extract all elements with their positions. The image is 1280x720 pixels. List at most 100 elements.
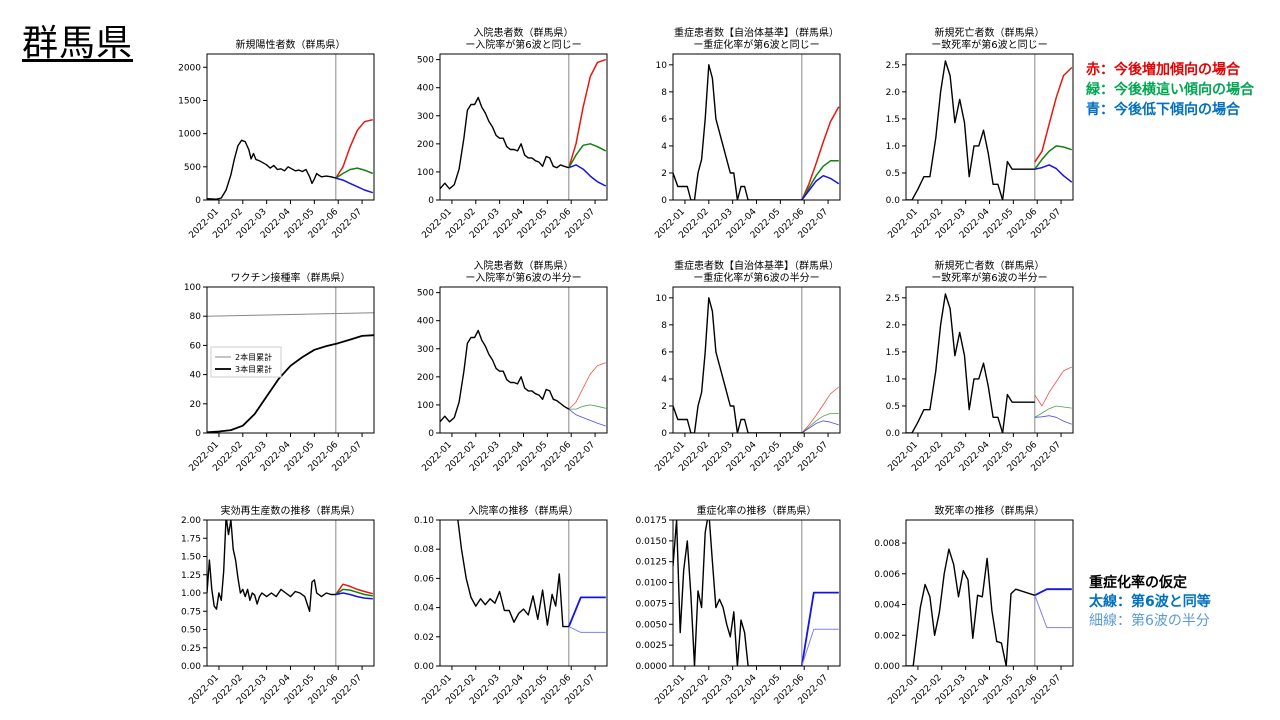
plot-area <box>673 287 840 433</box>
y-tick-label: 2.00 <box>181 516 201 526</box>
y-tick-label: 4 <box>661 142 667 152</box>
y-tick-label: 0.00 <box>414 662 434 672</box>
chart-c11: 重症化率の推移（群馬県） 0.0000 0.0025 0.0050 0.0075 0.01… <box>636 504 841 707</box>
legend-label: 3本目累計 <box>235 364 272 374</box>
legend-green: 緑：今後横這い傾向の場合 <box>1086 82 1254 98</box>
y-tick-label: 20 <box>190 400 202 410</box>
y-tick-label: 6 <box>661 348 667 358</box>
series-red <box>801 386 840 433</box>
y-tick-label: 60 <box>190 341 202 351</box>
y-tick-label: 1.0 <box>886 375 901 385</box>
chart-title: 重症患者数【自治体基準】（群馬県） <box>674 26 839 39</box>
plot-area <box>207 54 374 200</box>
y-tick-label: 0.0125 <box>636 558 668 568</box>
y-tick-label: 0.5 <box>886 169 900 179</box>
plot-area <box>673 520 839 666</box>
series-green <box>335 588 373 597</box>
y-tick-label: 200 <box>417 373 434 383</box>
y-tick-label: 2.5 <box>886 294 900 304</box>
y-tick-label: 500 <box>417 56 434 66</box>
chart-c3: 重症患者数【自治体基準】（群馬県）ー重症化率が第6波と同じー0246810202… <box>653 26 841 241</box>
chart-c6: 入院患者数（群馬県）ー入院率が第6波の半分ー010020030040050020… <box>417 259 608 474</box>
chart-title: 重症患者数【自治体基準】（群馬県） <box>674 259 839 272</box>
scenario-legend: 赤：今後増加傾向の場合 緑：今後横這い傾向の場合 青：今後低下傾向の場合 <box>1086 60 1254 120</box>
axes-frame <box>206 53 375 201</box>
series-thin <box>568 626 606 633</box>
chart-title: 入院率の推移（群馬県） <box>469 504 579 517</box>
y-tick-label: 0 <box>661 196 667 206</box>
y-tick-label: 400 <box>417 84 434 94</box>
y-tick-label: 2.0 <box>886 88 901 98</box>
assumption-legend: 重症化率の仮定 太線：第6波と同等 細線：第6波の半分 <box>1089 574 1211 631</box>
y-tick-label: 1.75 <box>181 534 201 544</box>
chart-subtitle: ー致死率が第6波と同じー <box>931 38 1047 51</box>
plot-area <box>906 287 1072 433</box>
series-blue <box>1034 415 1072 425</box>
y-tick-label: 10 <box>656 294 668 304</box>
y-tick-label: 0.0100 <box>636 579 668 589</box>
chart-c7: 重症患者数【自治体基準】（群馬県）ー重症化率が第6波の半分ー0246810202… <box>653 259 841 474</box>
series-blue <box>335 177 374 194</box>
series-thin <box>801 628 839 666</box>
series-actual <box>906 293 1035 433</box>
series-red <box>1034 66 1073 163</box>
axes-frame <box>439 53 608 201</box>
axes-frame <box>672 286 841 434</box>
chart-c1: 新規陽性者数（群馬県）05001000150020002022-012022-0… <box>178 38 375 241</box>
plot-area <box>440 287 606 433</box>
y-tick-label: 1.25 <box>181 571 201 581</box>
series-thick <box>1034 588 1072 597</box>
series-blue <box>335 592 373 600</box>
series-blue <box>1034 164 1073 183</box>
axes-frame <box>439 286 608 434</box>
legend-red: 赤：今後増加傾向の場合 <box>1086 62 1240 78</box>
plot-area <box>207 520 373 666</box>
y-tick-label: 0.08 <box>414 545 434 555</box>
series-actual <box>906 548 1036 666</box>
series-green <box>335 167 374 179</box>
y-tick-label: 0.25 <box>181 644 201 654</box>
chart-title: 入院患者数（群馬県） <box>474 26 574 39</box>
series-red <box>801 106 840 200</box>
y-tick-label: 40 <box>190 371 202 381</box>
y-tick-label: 2 <box>661 402 667 412</box>
y-tick-label: 10 <box>656 61 668 71</box>
y-tick-label: 80 <box>190 312 202 322</box>
y-tick-label: 0.0150 <box>636 537 668 547</box>
assumption-thick: 太線：第6波と同等 <box>1089 594 1211 610</box>
series-blue <box>568 164 607 187</box>
series-actual <box>673 64 802 200</box>
series-actual <box>440 329 570 423</box>
legend-label: 2本目累計 <box>235 352 272 362</box>
y-tick-label: 0 <box>428 429 434 439</box>
y-tick-label: 0 <box>428 196 434 206</box>
chart-subtitle: ー致死率が第6波の半分ー <box>931 271 1047 284</box>
y-tick-label: 2000 <box>178 63 201 73</box>
plot-area <box>457 520 606 666</box>
y-tick-label: 1000 <box>178 130 201 140</box>
assumption-heading: 重症化率の仮定 <box>1089 575 1187 591</box>
y-tick-label: 4 <box>661 375 667 385</box>
chart-title: 致死率の推移（群馬県） <box>935 504 1045 517</box>
y-tick-label: 100 <box>184 283 201 293</box>
series-3本目累計 <box>207 334 374 433</box>
series-2本目累計 <box>207 312 374 317</box>
series-blue <box>801 174 840 200</box>
y-tick-label: 300 <box>417 112 434 122</box>
series-thin <box>1034 595 1072 629</box>
series-green <box>568 404 606 410</box>
plot-area <box>207 287 374 433</box>
series-actual <box>457 520 569 628</box>
y-tick-label: 1.00 <box>181 589 201 599</box>
y-tick-label: 0.004 <box>874 601 900 611</box>
chart-title: ワクチン接種率（群馬県） <box>231 271 351 284</box>
y-tick-label: 0.006 <box>874 570 900 580</box>
axes-frame <box>206 519 375 667</box>
axes-frame <box>905 286 1074 434</box>
series-green <box>801 412 839 433</box>
plot-area <box>906 520 1072 666</box>
series-green <box>568 143 607 169</box>
y-tick-label: 0.0075 <box>636 599 668 609</box>
y-tick-label: 200 <box>417 140 434 150</box>
